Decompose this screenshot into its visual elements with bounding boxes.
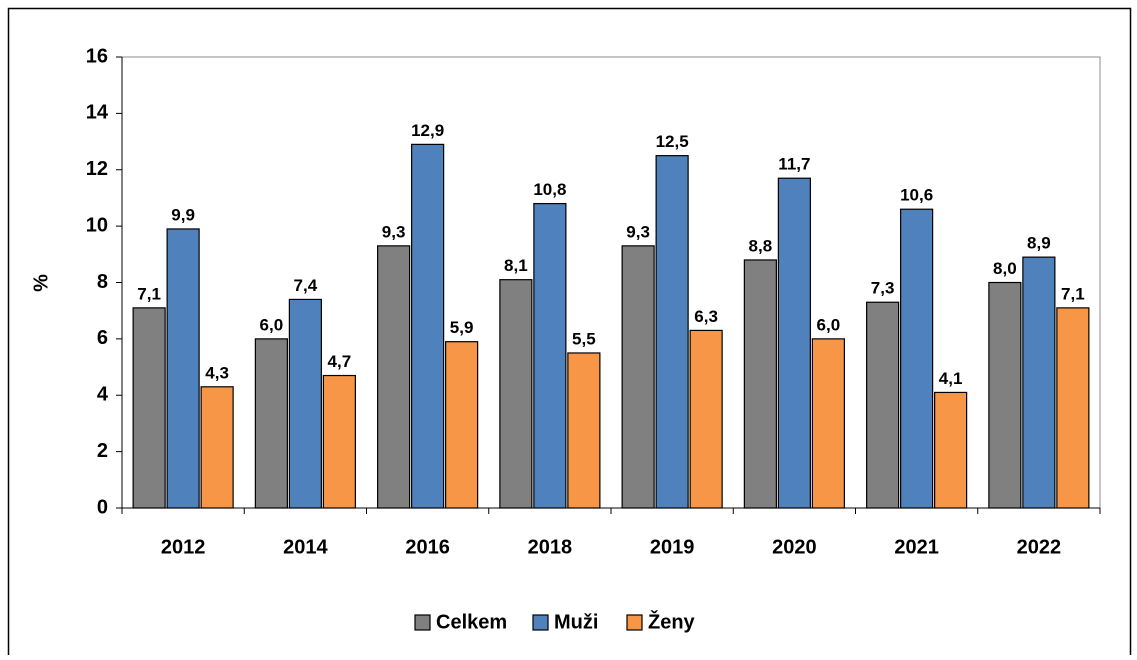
data-label: 11,7 <box>778 155 810 174</box>
legend-label: Muži <box>554 611 598 633</box>
data-label: 7,1 <box>137 284 161 303</box>
y-tick-label: 8 <box>97 271 108 293</box>
bar <box>655 155 689 509</box>
data-label: 7,4 <box>294 276 318 295</box>
bar <box>288 298 322 509</box>
bar <box>866 301 900 509</box>
bar <box>1056 307 1090 509</box>
y-tick-label: 4 <box>97 384 109 406</box>
y-tick-label: 6 <box>97 327 108 349</box>
bar <box>811 338 845 509</box>
x-tick-label: 2014 <box>283 536 328 558</box>
y-tick-label: 16 <box>86 45 108 67</box>
bar <box>743 259 777 509</box>
data-label: 9,9 <box>171 205 195 224</box>
x-tick-label: 2020 <box>772 536 817 558</box>
data-label: 7,1 <box>1061 284 1085 303</box>
data-label: 8,1 <box>504 256 528 275</box>
y-tick-label: 10 <box>86 214 108 236</box>
legend-swatch <box>414 614 431 631</box>
x-tick-label: 2021 <box>894 536 939 558</box>
data-label: 12,5 <box>656 132 689 151</box>
legend-swatch <box>532 614 549 631</box>
data-label: 9,3 <box>382 222 406 241</box>
data-label: 4,1 <box>939 369 963 388</box>
bar <box>533 202 567 509</box>
chart-frame <box>7 7 1132 660</box>
x-tick-label: 2016 <box>405 536 450 558</box>
bar <box>988 281 1022 509</box>
y-tick-label: 14 <box>86 102 109 124</box>
data-label: 7,3 <box>871 279 895 298</box>
y-tick-label: 2 <box>97 440 108 462</box>
bar <box>777 177 811 509</box>
y-axis-label: % <box>30 274 52 292</box>
data-label: 12,9 <box>411 121 444 140</box>
data-label: 10,8 <box>533 180 566 199</box>
x-tick-label: 2019 <box>650 536 695 558</box>
legend-swatch <box>626 614 643 631</box>
bar <box>499 279 533 509</box>
bar <box>254 338 288 509</box>
bar <box>445 341 479 509</box>
bar <box>322 374 356 509</box>
data-label: 4,7 <box>328 352 352 371</box>
data-label: 8,0 <box>993 259 1017 278</box>
bar <box>411 143 445 509</box>
data-label: 6,0 <box>260 315 284 334</box>
x-tick-label: 2018 <box>528 536 573 558</box>
data-label: 6,0 <box>817 315 841 334</box>
y-tick-label: 0 <box>97 496 108 518</box>
y-tick-label: 12 <box>86 158 108 180</box>
bar <box>200 386 234 509</box>
bar <box>1022 256 1056 509</box>
data-label: 6,3 <box>694 307 718 326</box>
bar <box>934 391 968 509</box>
data-label: 9,3 <box>626 222 650 241</box>
legend-label: Celkem <box>436 611 507 633</box>
data-label: 8,9 <box>1027 234 1051 253</box>
data-label: 4,3 <box>205 363 229 382</box>
bar <box>567 352 601 509</box>
legend-label: Ženy <box>648 609 696 633</box>
bar <box>689 329 723 509</box>
data-label: 5,5 <box>572 329 596 348</box>
x-tick-label: 2022 <box>1017 536 1062 558</box>
bar <box>166 228 200 509</box>
data-label: 10,6 <box>900 186 933 205</box>
bar <box>621 245 655 509</box>
data-label: 5,9 <box>450 318 474 337</box>
data-label: 8,8 <box>749 236 773 255</box>
bar <box>132 307 166 509</box>
bar <box>900 208 934 509</box>
bar <box>377 245 411 509</box>
x-tick-label: 2012 <box>161 536 206 558</box>
